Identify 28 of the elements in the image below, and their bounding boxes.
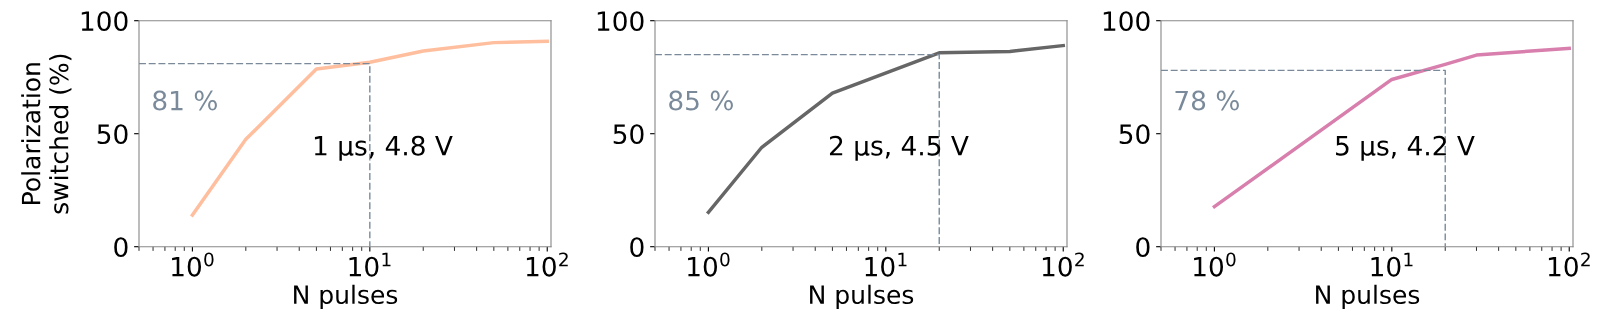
x-tick-label: 10$^{0}$ — [172, 252, 214, 277]
annotation: 81 % — [153, 90, 217, 111]
x-tick-label: 10$^{2}$ — [526, 252, 568, 277]
x-tick-label: 10$^{0}$ — [688, 252, 730, 277]
x-tick-label: 10$^{1}$ — [349, 252, 391, 277]
y-tick-label: 100 — [1103, 11, 1150, 32]
x-tick-label: 10$^{0}$ — [1194, 252, 1236, 277]
annotation: 78 % — [1175, 90, 1239, 111]
annotation: 85 % — [669, 90, 733, 111]
y-tick-label: 0 — [114, 237, 128, 258]
y-axis-title: Polarization switched (%) — [21, 54, 72, 214]
annotation: 1 μs, 4.8 V — [314, 135, 453, 161]
x-tick-label: 10$^{2}$ — [1548, 252, 1590, 277]
y-tick-label: 100 — [597, 11, 644, 32]
x-axis-title: N pulses — [1316, 284, 1420, 309]
y-tick-label: 50 — [1119, 124, 1150, 145]
y-tick-label: 50 — [97, 124, 128, 145]
x-tick-label: 10$^{2}$ — [1042, 252, 1084, 277]
x-axis-title: N pulses — [810, 284, 914, 309]
y-tick-label: 100 — [81, 11, 128, 32]
y-tick-label: 0 — [630, 237, 644, 258]
annotation: 5 μs, 4.2 V — [1336, 135, 1475, 161]
y-tick-label: 0 — [1136, 237, 1150, 258]
y-tick-label: 50 — [613, 124, 644, 145]
annotation: 2 μs, 4.5 V — [829, 135, 969, 161]
x-axis-title: N pulses — [294, 284, 398, 309]
x-tick-label: 10$^{1}$ — [865, 252, 907, 277]
x-tick-label: 10$^{1}$ — [1371, 252, 1413, 277]
